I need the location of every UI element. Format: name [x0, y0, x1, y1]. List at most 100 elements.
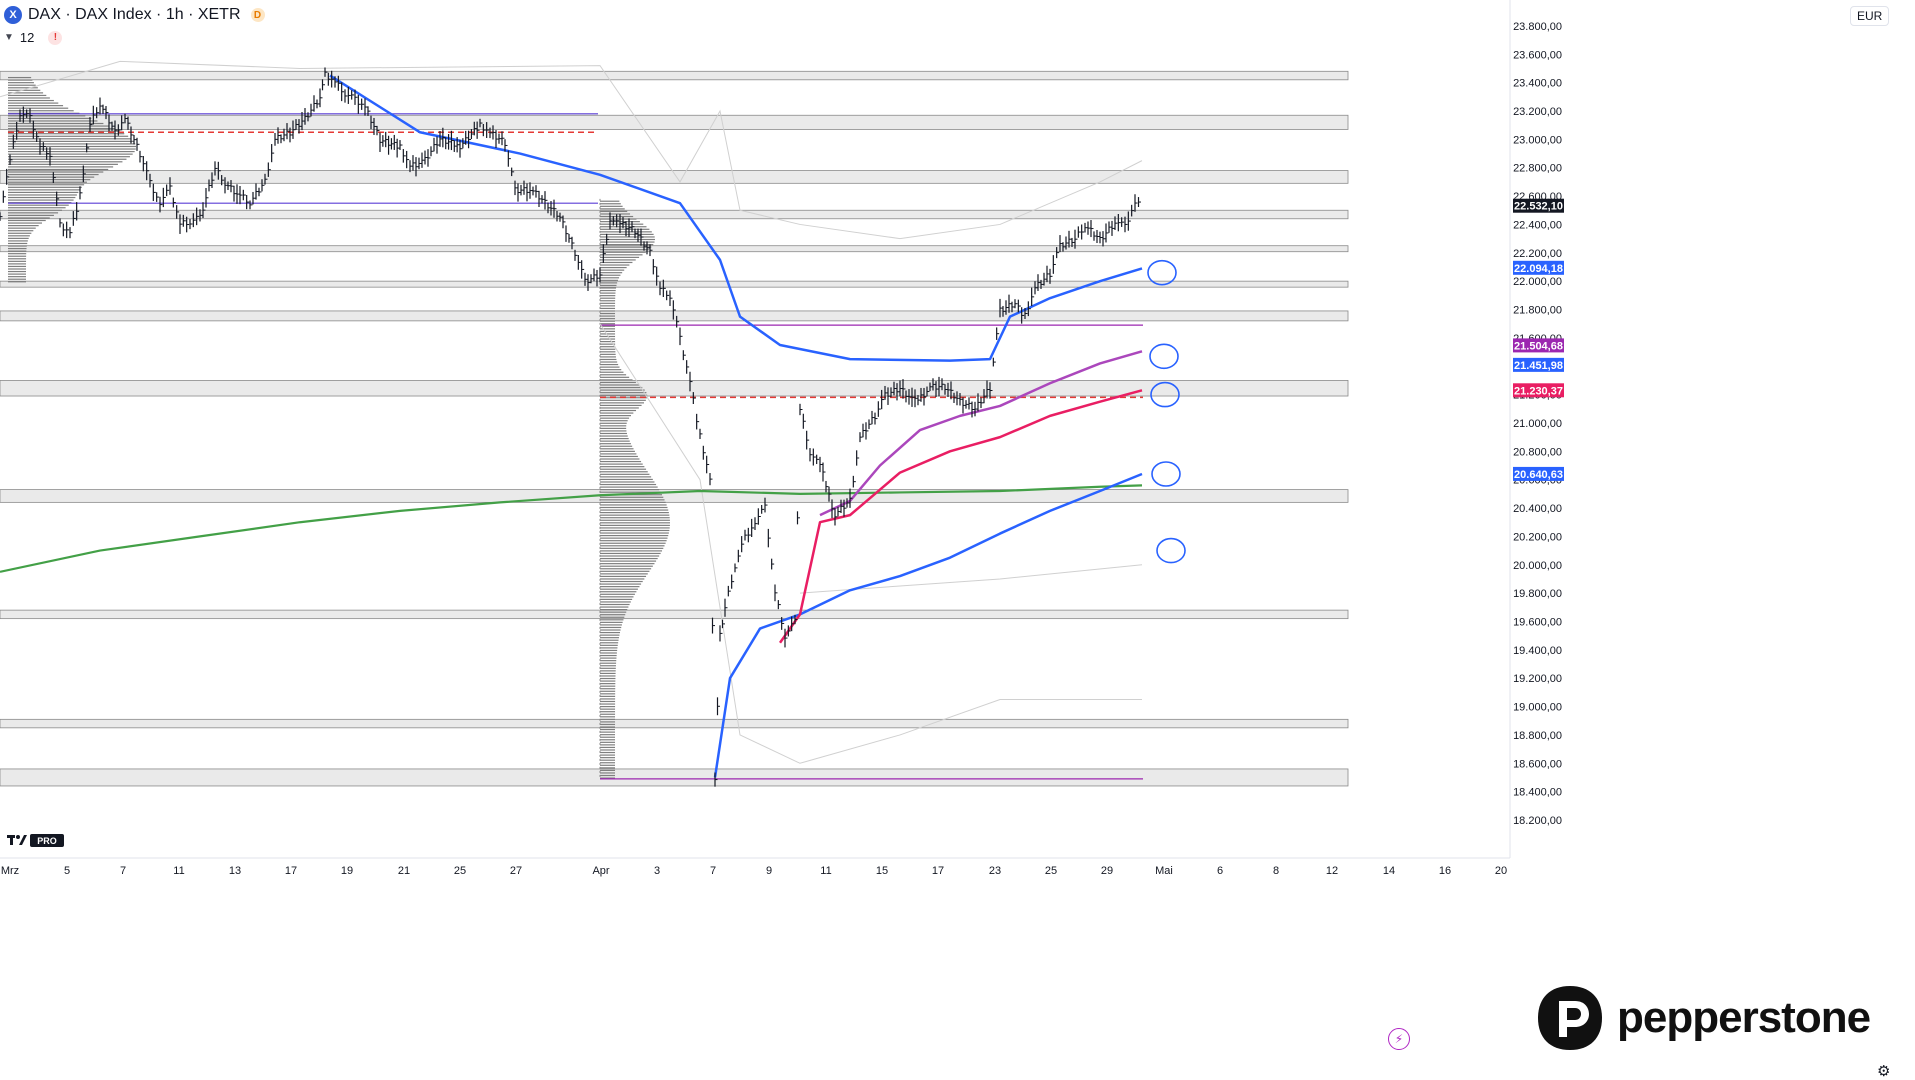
volume-bar [600, 754, 616, 756]
volume-bar [600, 269, 625, 271]
volume-bar [600, 565, 653, 567]
sr-zone-3 [0, 209, 1349, 220]
delay-badge[interactable]: D [250, 8, 265, 22]
volume-bar [600, 675, 616, 677]
volume-bar [600, 460, 642, 463]
volume-bar [600, 629, 621, 631]
volume-bar [600, 764, 616, 766]
volume-bar [8, 217, 50, 219]
chevron-down-icon[interactable]: ▼ [4, 32, 14, 43]
volume-bar [600, 514, 670, 516]
volume-bar [600, 320, 616, 322]
volume-bar [600, 483, 657, 486]
volume-bar [600, 649, 618, 652]
x-axis: Mrz 5 7 11 13 17 19 21 25 27 Apr 3 7 9 11 15 17 23 25 29 Mai… [0, 857, 1510, 877]
volume-bar [8, 184, 85, 186]
indicator-toggle[interactable]: ▼ 12 ! [4, 30, 63, 45]
volume-bar [600, 769, 616, 772]
volume-bar [600, 644, 618, 646]
volume-bar [600, 685, 616, 687]
annotation-circle-3 [1151, 461, 1181, 487]
volume-bar [600, 440, 630, 442]
x-tick-label: 19 [341, 865, 353, 877]
volume-bar [600, 346, 616, 348]
volume-bar [600, 774, 616, 777]
volume-bar [8, 110, 74, 112]
volume-bar [600, 223, 644, 225]
volume-bar [8, 263, 27, 265]
warning-icon[interactable]: ! [48, 30, 63, 45]
volume-bar [8, 84, 36, 86]
volume-bar [600, 728, 616, 731]
volume-bar [600, 550, 663, 552]
y-tick-label: 23.000,00 [1513, 134, 1562, 146]
volume-bar [600, 540, 667, 542]
anchored-vwap-red-line [778, 389, 1143, 644]
volume-bar [600, 420, 628, 422]
volume-bar [8, 240, 28, 242]
volume-bar [8, 222, 43, 224]
volume-bar [600, 547, 664, 549]
x-tick-label: 3 [654, 865, 660, 877]
sr-zone-2 [0, 170, 1349, 184]
volume-bar [600, 711, 616, 713]
x-tick-label: 27 [510, 865, 522, 877]
volume-bar [600, 532, 669, 534]
chart-title[interactable]: DAX · DAX Index · 1h · XETR [28, 6, 241, 23]
volume-bar [8, 163, 118, 165]
volume-bar [8, 145, 136, 148]
volume-bar [600, 379, 633, 381]
volume-bar [600, 522, 670, 524]
volume-bar [600, 529, 670, 532]
volume-bar [600, 708, 616, 710]
volume-bar [8, 92, 44, 94]
volume-bar [600, 402, 644, 404]
currency-selector[interactable]: EUR [1850, 6, 1890, 26]
tv-logo-icon: PRO [7, 834, 64, 847]
volume-bar [600, 552, 661, 555]
volume-bar [600, 621, 623, 623]
volume-bar [600, 667, 616, 669]
volume-bar [600, 333, 616, 335]
volume-bar [600, 328, 616, 330]
y-axis: 23.800,00 23.600,00 23.400,00 23.200,00 23.0… [1513, 21, 1562, 827]
volume-bar [8, 199, 74, 201]
volume-bar [600, 371, 624, 373]
price-label-bg [1513, 338, 1564, 353]
x-tick-label: 29 [1101, 865, 1113, 877]
volume-bar [8, 140, 134, 142]
volume-bar [600, 591, 637, 593]
volume-bar [600, 662, 617, 664]
volume-bar [600, 749, 616, 751]
volume-bar [600, 580, 643, 583]
volume-bar [600, 305, 616, 307]
volume-bar [600, 241, 655, 243]
volume-bar [8, 207, 66, 209]
volume-bar [600, 238, 655, 241]
volume-bar [8, 133, 125, 135]
volume-bar [8, 94, 47, 97]
x-tick-label: 6 [1217, 865, 1223, 877]
volume-bar [600, 417, 630, 419]
volume-bar [8, 148, 136, 150]
volume-bar [600, 200, 620, 202]
volume-bar [600, 486, 658, 488]
gear-icon[interactable]: ⚙ [1877, 1063, 1891, 1080]
price-label: 22.094,18 [1514, 263, 1563, 275]
sr-zone-4 [0, 245, 1349, 253]
y-tick-label: 22.000,00 [1513, 276, 1562, 288]
volume-bar [600, 330, 616, 332]
volume-bar [600, 481, 655, 483]
volume-bar [8, 117, 92, 120]
x-tick-label: 5 [64, 865, 70, 877]
volume-bar [600, 282, 618, 284]
volume-bar [8, 191, 79, 194]
annotation-circle-0 [1147, 259, 1177, 286]
volume-bar [8, 278, 27, 280]
volume-bar [600, 443, 631, 445]
lightning-icon[interactable]: ⚡ [1388, 1028, 1410, 1050]
chart-header[interactable]: X DAX · DAX Index · 1h · XETR D [4, 5, 265, 25]
x-tick-label: 11 [820, 865, 831, 877]
x-tick-label: 25 [1045, 865, 1057, 877]
